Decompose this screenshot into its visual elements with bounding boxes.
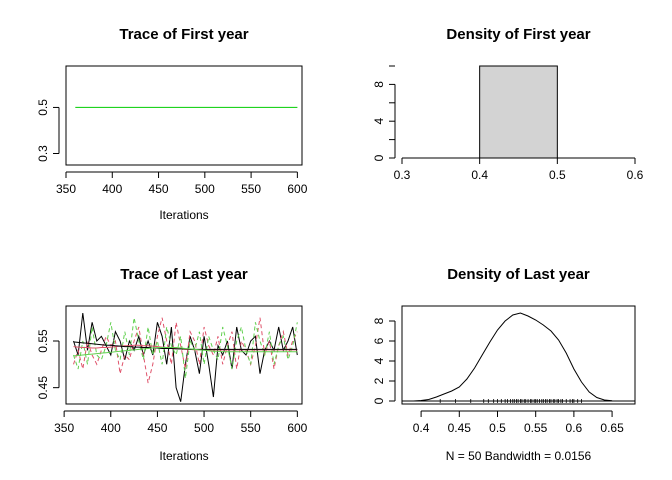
y-tick-label: 0.3 <box>36 145 50 162</box>
x-tick-label: 0.5 <box>489 421 506 435</box>
x-axis: 350 400 450 500 550 600 <box>56 171 308 196</box>
x-tick-label: 0.5 <box>549 168 566 182</box>
plot-frame <box>65 305 303 405</box>
x-tick-label: 0.65 <box>600 421 624 435</box>
y-tick-label: 8 <box>372 317 386 324</box>
y-tick-label: 6 <box>372 337 386 344</box>
x-axis-label: Iterations <box>159 449 208 463</box>
y-axis: 0 2 4 6 8 <box>372 317 396 404</box>
chart-title: Trace of Last year <box>120 266 248 283</box>
series-line-3 <box>73 317 298 379</box>
y-tick-label: 0.55 <box>36 329 50 353</box>
y-tick-label: 2 <box>372 377 386 384</box>
x-tick-label: 0.4 <box>471 168 488 182</box>
panel-3: Trace of Last year Iterations 350 400 450 500… <box>36 266 308 463</box>
x-tick-label: 600 <box>287 421 307 435</box>
x-axis: 0.4 0.45 0.5 0.55 0.6 0.65 <box>413 410 624 435</box>
x-tick-label: 450 <box>149 182 169 196</box>
y-axis: 0 4 8 <box>372 65 396 161</box>
y-tick-label: 0.45 <box>36 376 50 400</box>
x-tick-label: 600 <box>287 182 307 196</box>
x-tick-label: 500 <box>194 421 214 435</box>
panel-1: Trace of First year Iterations 350 400 450 50… <box>36 26 308 222</box>
x-axis-label: Iterations <box>159 208 208 222</box>
x-tick-label: 400 <box>101 421 121 435</box>
chart-title: Trace of First year <box>119 26 248 43</box>
histogram-bar <box>479 65 558 159</box>
x-tick-label: 0.55 <box>524 421 548 435</box>
x-tick-label: 0.45 <box>448 421 472 435</box>
y-tick-label: 0 <box>372 397 386 404</box>
x-axis: 0.3 0.4 0.5 0.6 <box>394 157 644 182</box>
x-tick-label: 0.6 <box>566 421 583 435</box>
x-tick-label: 0.6 <box>627 168 644 182</box>
y-tick-label: 4 <box>372 118 386 125</box>
chart-title: Density of First year <box>446 26 590 43</box>
series-line-6 <box>73 347 298 357</box>
density-curve <box>413 312 613 402</box>
x-tick-label: 350 <box>56 182 76 196</box>
y-tick-label: 8 <box>372 81 386 88</box>
plot-frame <box>65 65 303 166</box>
x-tick-label: 0.3 <box>394 168 411 182</box>
y-tick-label: 4 <box>372 357 386 364</box>
series-line-1 <box>73 312 298 402</box>
y-axis: 0.3 0.5 <box>36 99 60 162</box>
x-axis: 350 400 450 500 550 600 <box>54 410 308 435</box>
y-tick-label: 0 <box>372 154 386 161</box>
x-tick-label: 400 <box>102 182 122 196</box>
x-tick-label: 500 <box>195 182 215 196</box>
x-axis-label: N = 50 Bandwidth = 0.0156 <box>446 449 592 463</box>
x-tick-label: 350 <box>54 421 74 435</box>
plot-frame <box>401 305 636 405</box>
chart-title: Density of Last year <box>447 266 590 283</box>
x-tick-label: 0.4 <box>413 421 430 435</box>
y-tick-label: 0.5 <box>36 99 50 116</box>
y-axis: 0.45 0.55 <box>36 329 60 400</box>
x-tick-label: 450 <box>147 421 167 435</box>
x-tick-label: 550 <box>241 421 261 435</box>
x-tick-label: 550 <box>241 182 261 196</box>
panel-4: Density of Last year N = 50 Bandwidth = 0… <box>372 266 636 463</box>
panel-2: Density of First year 0.3 0.4 0.5 0.6 0 4 8 <box>372 26 644 182</box>
